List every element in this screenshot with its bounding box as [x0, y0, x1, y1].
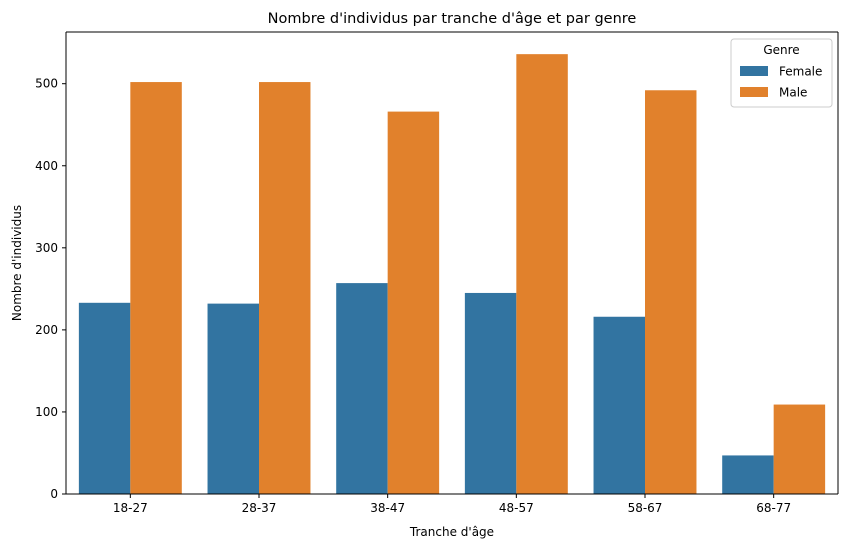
bar-male-18-27 — [130, 82, 182, 495]
bar-female-58-67 — [593, 316, 645, 494]
x-axis-title: Tranche d'âge — [409, 525, 494, 539]
axes — [65, 31, 839, 495]
bar-female-68-77 — [722, 455, 774, 494]
chart-title: Nombre d'individus par tranche d'âge et … — [268, 11, 637, 27]
bar-female-48-57 — [464, 292, 517, 494]
y-tick-label: 100 — [35, 405, 58, 419]
legend-swatch-female — [740, 66, 768, 76]
bar-male-28-37 — [259, 82, 311, 495]
x-tick-label: 68-77 — [756, 501, 791, 515]
y-ticks: 0 100 200 300 400 500 — [35, 77, 66, 501]
legend-label-female: Female — [779, 65, 822, 79]
x-tick-label: 18-27 — [113, 501, 148, 515]
x-tick-label: 38-47 — [370, 501, 405, 515]
bar-female-38-47 — [336, 283, 388, 494]
y-tick-label: 200 — [35, 323, 58, 337]
bars-group — [78, 54, 826, 495]
y-tick-label: 500 — [35, 77, 58, 91]
bar-female-18-27 — [78, 302, 131, 494]
y-axis-title: Nombre d'individus — [10, 205, 24, 321]
bar-male-68-77 — [773, 404, 826, 494]
y-tick-label: 400 — [35, 159, 58, 173]
legend-label-male: Male — [779, 86, 807, 100]
legend: Genre Female Male — [730, 38, 833, 108]
x-tick-label: 28-37 — [242, 501, 277, 515]
legend-swatch-male — [740, 87, 768, 97]
bar-male-58-67 — [645, 90, 697, 494]
x-ticks: 18-27 28-37 38-47 48-57 58-67 68-77 — [113, 494, 791, 515]
bar-male-48-57 — [516, 54, 568, 494]
y-tick-label: 0 — [50, 487, 58, 501]
bar-female-28-37 — [207, 303, 259, 494]
x-tick-label: 58-67 — [628, 501, 663, 515]
legend-title: Genre — [763, 43, 799, 57]
x-tick-label: 48-57 — [499, 501, 534, 515]
y-tick-label: 300 — [35, 241, 58, 255]
bar-male-38-47 — [387, 111, 440, 495]
